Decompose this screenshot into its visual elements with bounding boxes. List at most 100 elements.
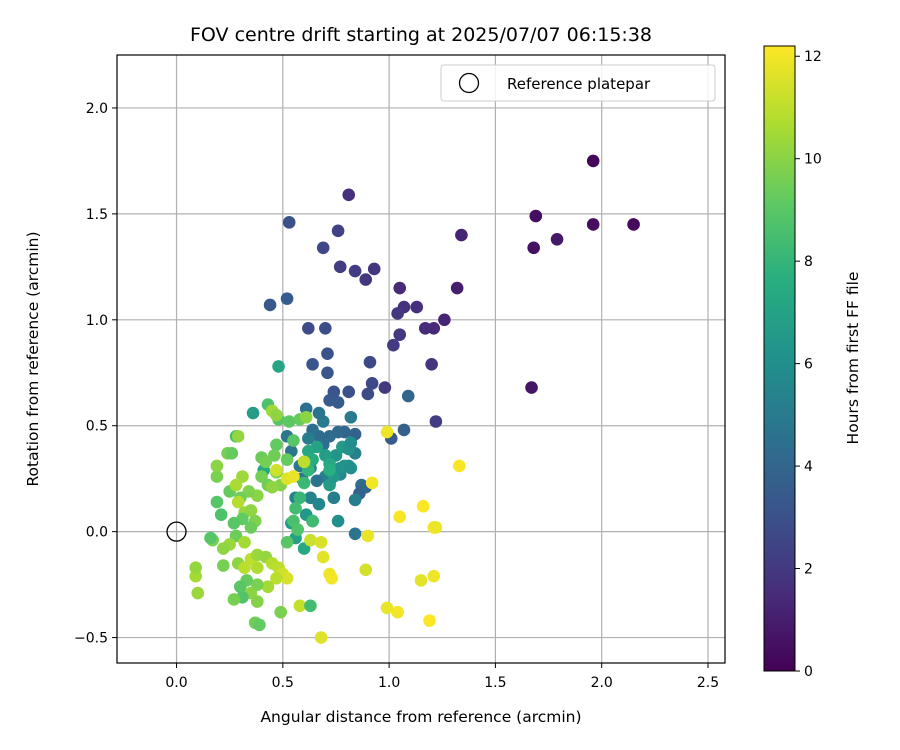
data-point [265,480,279,494]
data-point [231,430,245,443]
data-point [274,605,287,619]
data-point [238,535,251,549]
data-point [410,300,424,314]
data-point [310,474,324,488]
data-point [227,593,241,606]
x-tick-label: 2.0 [591,675,613,691]
data-point [314,535,328,549]
y-axis-label: Rotation from reference (arcmin) [24,231,42,486]
data-point [323,463,336,477]
data-point [270,438,283,452]
data-point [425,357,438,371]
data-point [342,385,356,399]
data-point [299,410,313,424]
colorbar-tick-label: 8 [804,254,813,270]
data-point [331,514,345,528]
data-point [291,523,304,536]
data-point [280,571,294,585]
data-point [253,618,266,632]
reference-legend-icon [458,72,480,94]
data-point [289,502,302,515]
x-tick-label: 1.0 [378,675,400,691]
scatter-points [189,154,640,644]
plot-frame [116,54,726,664]
data-point [312,406,326,420]
data-point [210,470,224,483]
data-point [586,154,600,168]
data-point [244,504,258,517]
data-point [304,599,317,613]
chart-title: FOV centre drift starting at 2025/07/07 … [190,24,652,46]
data-point [225,446,239,460]
data-point [348,493,362,507]
data-point [455,228,468,242]
data-point [365,377,379,390]
data-point [321,347,334,361]
colorbar-label: Hours from first FF file [844,272,862,445]
colorbar-tick-label: 10 [804,152,822,168]
data-point [189,561,202,574]
colorbar-tick-label: 2 [804,562,813,578]
x-tick-label: 1.5 [484,675,506,691]
colorbar-tick-label: 0 [804,664,813,680]
data-point [280,292,294,305]
data-point [287,434,300,447]
x-axis-ticks: 0.0 0.5 1.0 1.5 2.0 2.5 [165,663,719,691]
data-point [251,561,264,574]
data-point [331,224,345,238]
reference-point [166,521,187,542]
data-point [391,605,404,619]
data-point [365,476,379,490]
data-point [191,586,205,600]
data-point [342,188,356,202]
data-point [270,463,283,477]
data-point [391,307,404,320]
colorbar-tick-label: 4 [804,459,813,475]
colorbar-ticks: 0 2 4 6 8 10 12 [795,49,822,680]
data-point [325,571,339,585]
data-point [452,459,466,473]
data-point [272,360,285,373]
x-axis-label: Angular distance from reference (arcmin) [260,708,581,726]
legend-box [440,64,716,102]
colorbar: 0 2 4 6 8 10 12 Hours from first FF file [763,45,862,680]
data-point [282,415,296,428]
data-point [280,453,294,466]
legend: Reference platepar [440,64,716,102]
data-point [244,521,258,534]
y-tick-label: 0.0 [86,525,108,541]
reference-marker [166,521,187,542]
data-point [423,614,436,627]
data-point [227,516,241,530]
data-point [418,321,432,335]
data-point [344,410,358,424]
data-point [282,216,296,229]
data-point [525,381,538,394]
data-point [293,599,307,613]
data-point [378,381,392,394]
data-point [316,241,330,255]
y-tick-label: 1.0 [86,313,108,329]
data-point [204,531,217,545]
data-point [234,580,247,594]
data-point [344,461,358,475]
legend-label: Reference platepar [507,75,651,93]
data-point [323,394,336,407]
data-point [280,535,294,549]
data-point [293,491,307,505]
data-point [397,423,411,437]
data-point [450,281,464,295]
data-point [359,563,373,577]
data-point [586,218,600,231]
data-point [348,264,362,278]
colorbar-tick-label: 6 [804,357,813,373]
data-point [314,631,328,644]
data-point [297,455,311,469]
y-tick-label: 2.0 [86,101,108,117]
data-point [333,260,347,274]
data-point [361,529,375,543]
data-point [327,491,341,505]
x-tick-label: 0.5 [272,675,294,691]
data-point [270,408,283,422]
